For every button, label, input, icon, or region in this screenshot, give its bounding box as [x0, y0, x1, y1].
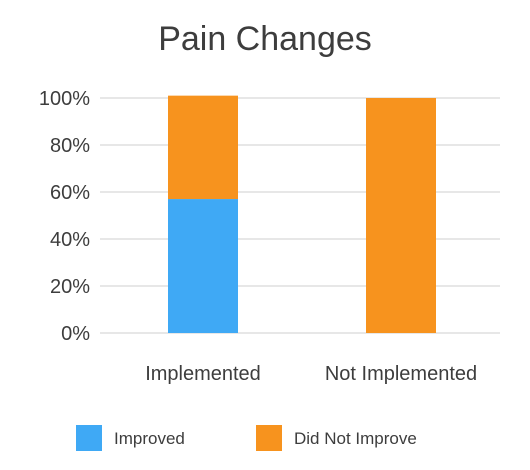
y-tick-label: 80% — [50, 135, 90, 157]
y-tick-label: 20% — [50, 276, 90, 298]
bar-segment — [168, 199, 238, 333]
legend-label: Did Not Improve — [294, 429, 417, 448]
chart-title: Pain Changes — [158, 20, 372, 58]
bar-segment — [366, 98, 436, 333]
y-tick-label: 100% — [39, 88, 90, 110]
y-tick-label: 40% — [50, 229, 90, 251]
legend-swatch — [256, 425, 282, 451]
x-axis-categories: Implemented Not Implemented — [145, 363, 477, 385]
y-axis-ticks: 0% 20% 40% 60% 80% 100% — [39, 88, 90, 345]
y-tick-label: 0% — [61, 323, 90, 345]
legend-swatch — [76, 425, 102, 451]
bars — [168, 95, 436, 333]
legend-label: Improved — [114, 429, 185, 448]
bar-segment — [168, 95, 238, 200]
gridlines — [100, 97, 500, 334]
legend: Improved Did Not Improve — [76, 425, 417, 451]
x-category-label: Not Implemented — [325, 363, 477, 385]
legend-item: Improved — [76, 425, 185, 451]
legend-item: Did Not Improve — [256, 425, 417, 451]
y-tick-label: 60% — [50, 182, 90, 204]
x-category-label: Implemented — [145, 363, 261, 385]
